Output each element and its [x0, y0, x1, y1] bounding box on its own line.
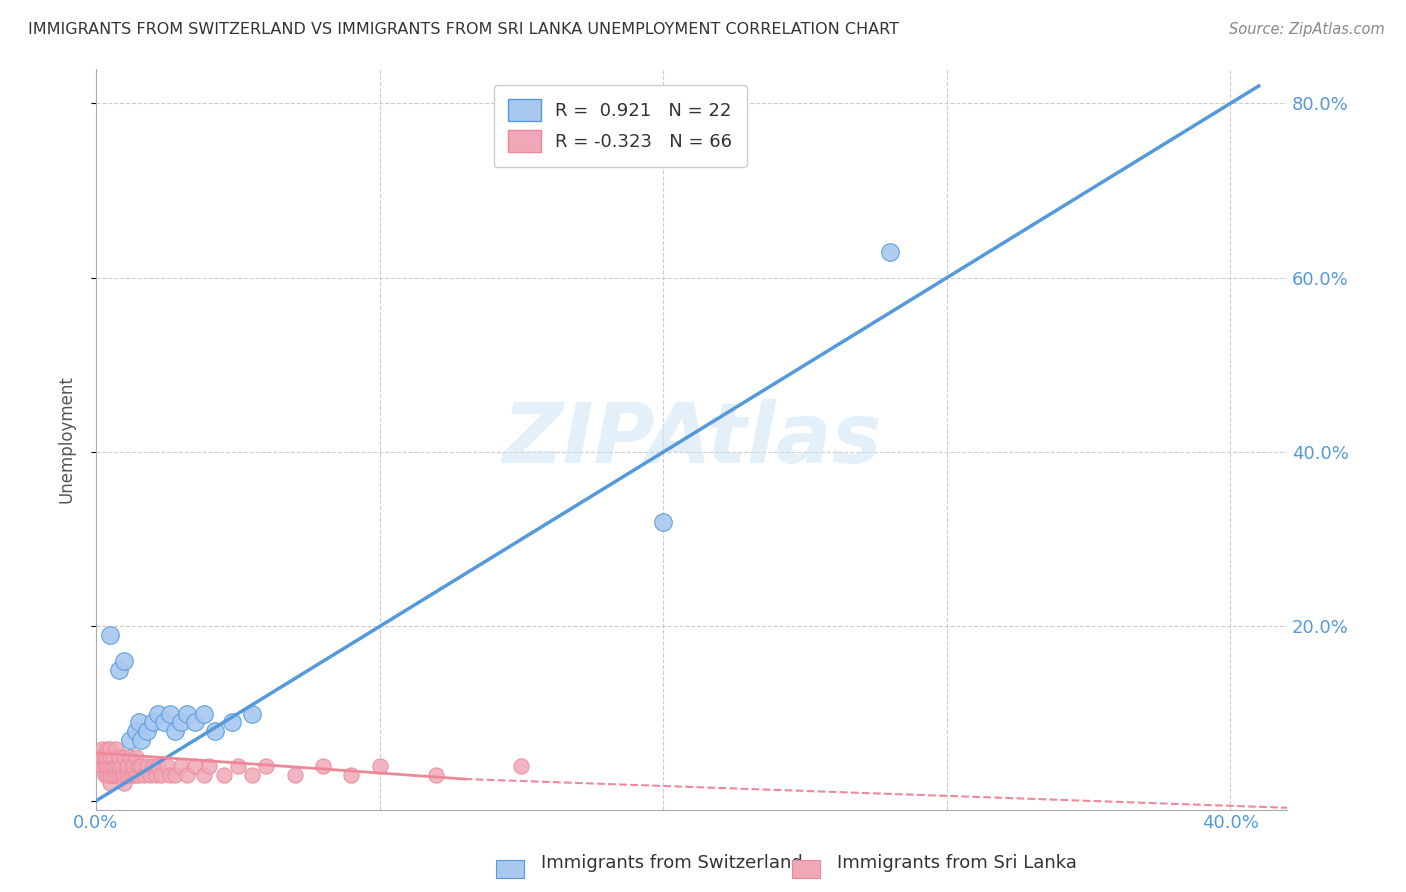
- Point: [170, 715, 193, 730]
- Point: [510, 759, 533, 773]
- Point: [204, 724, 226, 739]
- Point: [118, 732, 141, 747]
- Text: IMMIGRANTS FROM SWITZERLAND VS IMMIGRANTS FROM SRI LANKA UNEMPLOYMENT CORRELATIO: IMMIGRANTS FROM SWITZERLAND VS IMMIGRANT…: [28, 22, 898, 37]
- Point: [254, 759, 277, 773]
- Point: [98, 767, 121, 781]
- Point: [156, 759, 179, 773]
- Point: [159, 706, 181, 721]
- Point: [128, 759, 150, 773]
- Y-axis label: Unemployment: Unemployment: [58, 376, 75, 503]
- Text: Source: ZipAtlas.com: Source: ZipAtlas.com: [1229, 22, 1385, 37]
- Point: [159, 767, 181, 781]
- Point: [136, 724, 159, 739]
- Point: [118, 750, 141, 764]
- Point: [425, 767, 447, 781]
- Point: [122, 759, 145, 773]
- Point: [101, 759, 124, 773]
- Point: [212, 767, 235, 781]
- Point: [193, 706, 215, 721]
- Point: [148, 706, 170, 721]
- Point: [652, 515, 675, 529]
- Point: [98, 776, 121, 790]
- Point: [150, 767, 173, 781]
- Point: [198, 759, 221, 773]
- Point: [90, 759, 112, 773]
- Point: [122, 767, 145, 781]
- Point: [148, 759, 170, 773]
- Point: [312, 759, 335, 773]
- Text: Immigrants from Sri Lanka: Immigrants from Sri Lanka: [837, 855, 1077, 872]
- Point: [128, 767, 150, 781]
- Point: [131, 732, 153, 747]
- Point: [101, 750, 124, 764]
- Point: [112, 776, 135, 790]
- Point: [142, 715, 165, 730]
- Point: [96, 767, 118, 781]
- Point: [128, 715, 150, 730]
- Point: [184, 759, 207, 773]
- Point: [87, 750, 110, 764]
- Point: [226, 759, 249, 773]
- Point: [170, 759, 193, 773]
- Point: [283, 767, 305, 781]
- Point: [104, 759, 127, 773]
- Point: [368, 759, 391, 773]
- Point: [118, 767, 141, 781]
- Point: [93, 767, 115, 781]
- Point: [90, 750, 112, 764]
- Legend: R =  0.921   N = 22, R = -0.323   N = 66: R = 0.921 N = 22, R = -0.323 N = 66: [494, 85, 747, 167]
- Text: Immigrants from Switzerland: Immigrants from Switzerland: [541, 855, 803, 872]
- Point: [112, 767, 135, 781]
- Point: [153, 715, 176, 730]
- Text: ZIPAtlas: ZIPAtlas: [502, 399, 882, 480]
- Point: [112, 750, 135, 764]
- Point: [340, 767, 363, 781]
- Point: [96, 750, 118, 764]
- Point: [107, 750, 129, 764]
- Point: [176, 767, 198, 781]
- Point: [176, 706, 198, 721]
- Point: [104, 767, 127, 781]
- Point: [125, 724, 148, 739]
- Point: [879, 244, 901, 259]
- Point: [165, 724, 187, 739]
- Point: [98, 741, 121, 756]
- Point: [107, 663, 129, 677]
- Point: [110, 759, 132, 773]
- Point: [145, 767, 167, 781]
- Point: [165, 767, 187, 781]
- Point: [96, 741, 118, 756]
- Point: [142, 759, 165, 773]
- Point: [115, 759, 138, 773]
- Point: [107, 767, 129, 781]
- Point: [136, 759, 159, 773]
- Point: [112, 654, 135, 668]
- Point: [240, 706, 263, 721]
- Point: [98, 759, 121, 773]
- Point: [221, 715, 243, 730]
- Point: [96, 759, 118, 773]
- Point: [240, 767, 263, 781]
- Point: [104, 741, 127, 756]
- Point: [110, 767, 132, 781]
- Point: [98, 750, 121, 764]
- Point: [125, 750, 148, 764]
- Point: [184, 715, 207, 730]
- Point: [93, 759, 115, 773]
- Point: [93, 750, 115, 764]
- Point: [125, 767, 148, 781]
- Point: [139, 767, 162, 781]
- Point: [90, 741, 112, 756]
- Point: [131, 759, 153, 773]
- Point: [193, 767, 215, 781]
- Point: [101, 767, 124, 781]
- Point: [115, 767, 138, 781]
- Point: [98, 628, 121, 642]
- Point: [107, 759, 129, 773]
- Point: [134, 767, 156, 781]
